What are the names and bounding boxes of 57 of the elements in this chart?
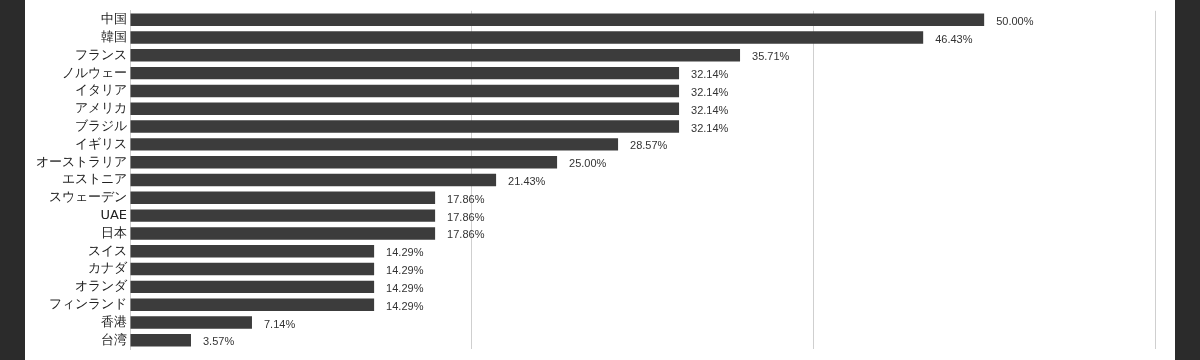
- bar: [130, 245, 375, 258]
- bar: [130, 49, 741, 62]
- bar: [130, 298, 375, 311]
- bar: [130, 138, 619, 151]
- bar: [130, 316, 252, 329]
- y-tick-label: 香港: [101, 313, 127, 329]
- data-label: 14.29%: [386, 299, 424, 312]
- y-tick-label: アメリカ: [75, 100, 127, 116]
- bar: [130, 209, 436, 222]
- bar: [130, 227, 436, 240]
- data-label: 25.00%: [569, 157, 607, 170]
- data-label: 3.57%: [202, 335, 235, 348]
- data-label: 17.86%: [447, 228, 485, 241]
- bar: [130, 155, 558, 169]
- y-tick-label: 韓国: [101, 28, 127, 44]
- y-tick-label: イタリア: [75, 82, 127, 98]
- y-tick-label: 中国: [101, 11, 127, 27]
- bar: [130, 66, 680, 80]
- y-tick-label: カナダ: [88, 260, 128, 276]
- y-tick-label: オランダ: [75, 278, 128, 294]
- bar: [130, 191, 436, 205]
- bar: [130, 102, 680, 115]
- bar: [130, 334, 191, 347]
- data-label: 32.14%: [691, 85, 729, 98]
- y-tick-label: スイス: [88, 242, 127, 258]
- data-label: 17.86%: [447, 192, 485, 205]
- y-tick-label: オーストラリア: [36, 153, 127, 169]
- y-tick-label: イギリス: [75, 135, 127, 151]
- y-tick-label: フランス: [75, 46, 127, 62]
- bar: [130, 173, 497, 187]
- bar: [130, 13, 985, 26]
- data-label: 50.00%: [996, 14, 1034, 27]
- y-tick-label: フィンランド: [49, 296, 127, 312]
- data-label: 28.57%: [630, 139, 668, 152]
- y-tick-label: スウェーデン: [49, 189, 127, 205]
- y-tick-label: 台湾: [101, 331, 127, 347]
- data-label: 14.29%: [386, 246, 424, 259]
- data-label: 14.29%: [386, 264, 424, 277]
- data-label: 17.86%: [447, 210, 485, 223]
- y-tick-label: エストニア: [62, 171, 127, 187]
- bar: [130, 84, 680, 98]
- y-tick-label: UAE: [100, 207, 127, 222]
- y-tick-label: ノルウェー: [62, 64, 127, 80]
- y-tick-label: ブラジル: [75, 117, 127, 133]
- data-label: 32.14%: [691, 103, 729, 116]
- bar: [130, 262, 375, 276]
- data-label: 7.14%: [263, 317, 296, 330]
- data-label: 32.14%: [691, 121, 729, 134]
- bar: [130, 280, 375, 294]
- data-label: 35.71%: [752, 50, 790, 63]
- bar: [130, 31, 924, 44]
- bar: [130, 120, 680, 133]
- data-label: 14.29%: [386, 281, 424, 294]
- data-label: 32.14%: [691, 68, 729, 81]
- y-tick-label: 日本: [101, 224, 127, 240]
- data-label: 46.43%: [935, 32, 973, 45]
- data-label: 21.43%: [508, 175, 546, 188]
